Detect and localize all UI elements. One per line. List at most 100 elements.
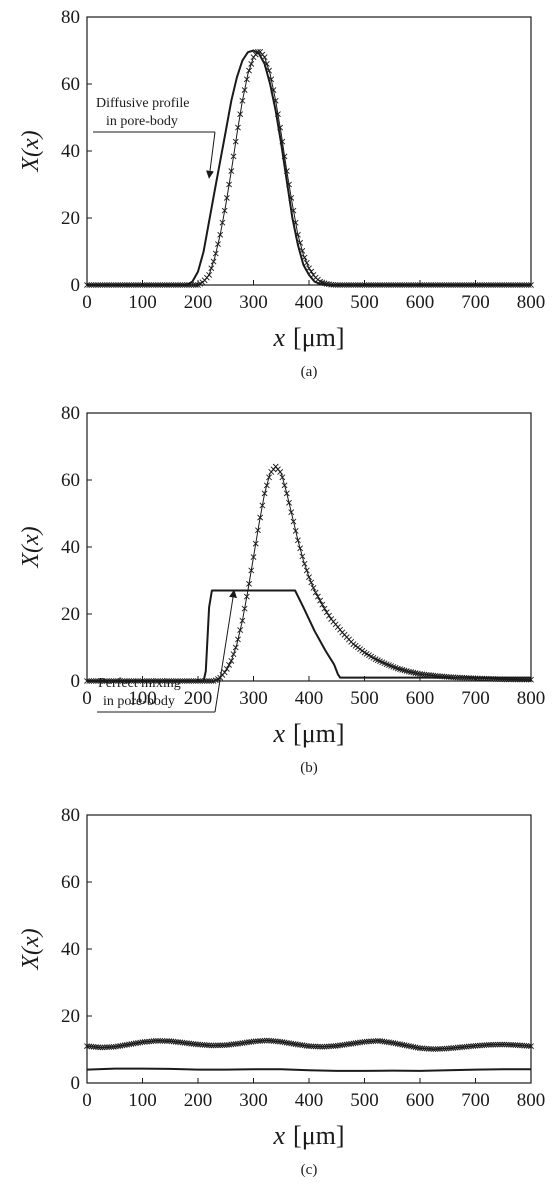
data-point-marker (363, 282, 370, 288)
data-point-marker (310, 584, 317, 591)
data-point-marker (425, 282, 432, 288)
data-point-marker (497, 1041, 503, 1048)
data-point-marker (124, 678, 130, 684)
data-point-marker (428, 282, 435, 288)
data-point-marker (454, 282, 461, 288)
data-point-marker (519, 282, 526, 288)
data-point-marker (137, 282, 144, 288)
data-point-marker (417, 1045, 423, 1052)
data-point-marker (366, 282, 372, 288)
annotation-line-1: Perfect mixing (98, 676, 181, 691)
data-point-marker (161, 678, 168, 684)
data-point-marker (306, 1043, 312, 1050)
data-point-marker (523, 676, 530, 683)
annotation-arrow (214, 589, 237, 713)
data-point-marker (314, 1043, 321, 1050)
data-point-marker (95, 1044, 102, 1051)
annotation-line-2: in pore-body (106, 114, 178, 129)
x-tick-label: 600 (406, 292, 435, 313)
data-point-marker (372, 282, 379, 288)
data-point-marker (279, 138, 286, 145)
data-point-marker (445, 282, 452, 288)
data-point-marker (148, 678, 155, 684)
data-point-marker (199, 1041, 206, 1048)
data-point-marker (392, 282, 399, 288)
data-point-marker (328, 281, 335, 288)
data-point-marker (386, 282, 392, 288)
x-tick-label: 800 (517, 688, 546, 709)
data-point-marker (279, 474, 286, 481)
data-point-marker (99, 678, 106, 684)
data-point-marker (99, 1044, 106, 1051)
data-point-marker (164, 678, 170, 684)
data-point-marker (521, 1042, 528, 1049)
data-point-marker (399, 1041, 406, 1048)
data-point-marker (166, 282, 173, 288)
data-point-marker (277, 469, 284, 475)
data-point-marker (150, 1038, 157, 1044)
data-point-marker (121, 282, 128, 288)
x-tick-label: 800 (517, 1090, 546, 1111)
data-point-marker (448, 674, 454, 681)
data-point-marker (226, 662, 232, 668)
series-solid-line (87, 589, 531, 682)
data-point-marker (152, 678, 159, 684)
data-point-marker (421, 1045, 428, 1052)
data-point-marker (523, 1042, 530, 1049)
data-point-marker (301, 560, 308, 567)
data-point-marker (490, 282, 497, 288)
data-point-marker (248, 60, 255, 67)
series-solid-line (86, 1067, 531, 1072)
data-point-marker (175, 678, 181, 684)
data-point-marker (290, 207, 297, 214)
data-point-marker (472, 282, 479, 288)
data-point-marker (441, 1045, 448, 1052)
data-point-marker (215, 241, 221, 248)
data-point-marker (166, 678, 173, 684)
annotation-line-1: Diffusive profile (96, 96, 189, 111)
data-point-marker (321, 280, 328, 287)
data-point-marker (177, 282, 184, 288)
x-tick-label: 300 (239, 688, 268, 709)
data-point-marker (112, 678, 119, 684)
data-point-marker (106, 678, 113, 684)
data-point-marker (168, 678, 175, 684)
data-point-marker (528, 1043, 534, 1050)
data-point-marker (403, 1042, 410, 1049)
plot-frame (86, 412, 532, 682)
data-point-marker (150, 282, 157, 288)
data-point-marker (135, 678, 141, 684)
data-point-marker (419, 282, 426, 288)
data-point-marker (192, 678, 199, 684)
data-point-marker (465, 282, 472, 288)
data-point-marker (417, 282, 423, 288)
data-point-marker (119, 282, 126, 288)
data-point-marker (317, 1043, 324, 1050)
data-point-marker (326, 1043, 332, 1050)
data-point-marker (485, 1041, 492, 1048)
data-point-marker (510, 676, 517, 683)
data-point-marker (410, 1043, 417, 1050)
data-point-marker (119, 678, 126, 684)
data-point-marker (303, 259, 310, 266)
data-point-marker (430, 282, 437, 288)
data-point-marker (97, 282, 104, 288)
data-point-marker (121, 678, 128, 684)
data-point-marker (232, 138, 239, 145)
data-point-marker (221, 207, 228, 214)
data-point-marker (428, 1046, 435, 1052)
data-point-marker (488, 282, 494, 288)
data-point-marker (452, 674, 459, 681)
data-point-marker (525, 282, 532, 288)
data-point-marker (383, 282, 390, 288)
data-point-marker (106, 1044, 113, 1051)
data-point-marker (126, 282, 133, 288)
data-point-marker (246, 67, 252, 74)
data-point-marker (374, 282, 381, 288)
data-point-marker (212, 1042, 219, 1049)
data-point-marker (497, 676, 503, 683)
data-point-marker (112, 282, 119, 288)
data-point-marker (223, 194, 230, 201)
